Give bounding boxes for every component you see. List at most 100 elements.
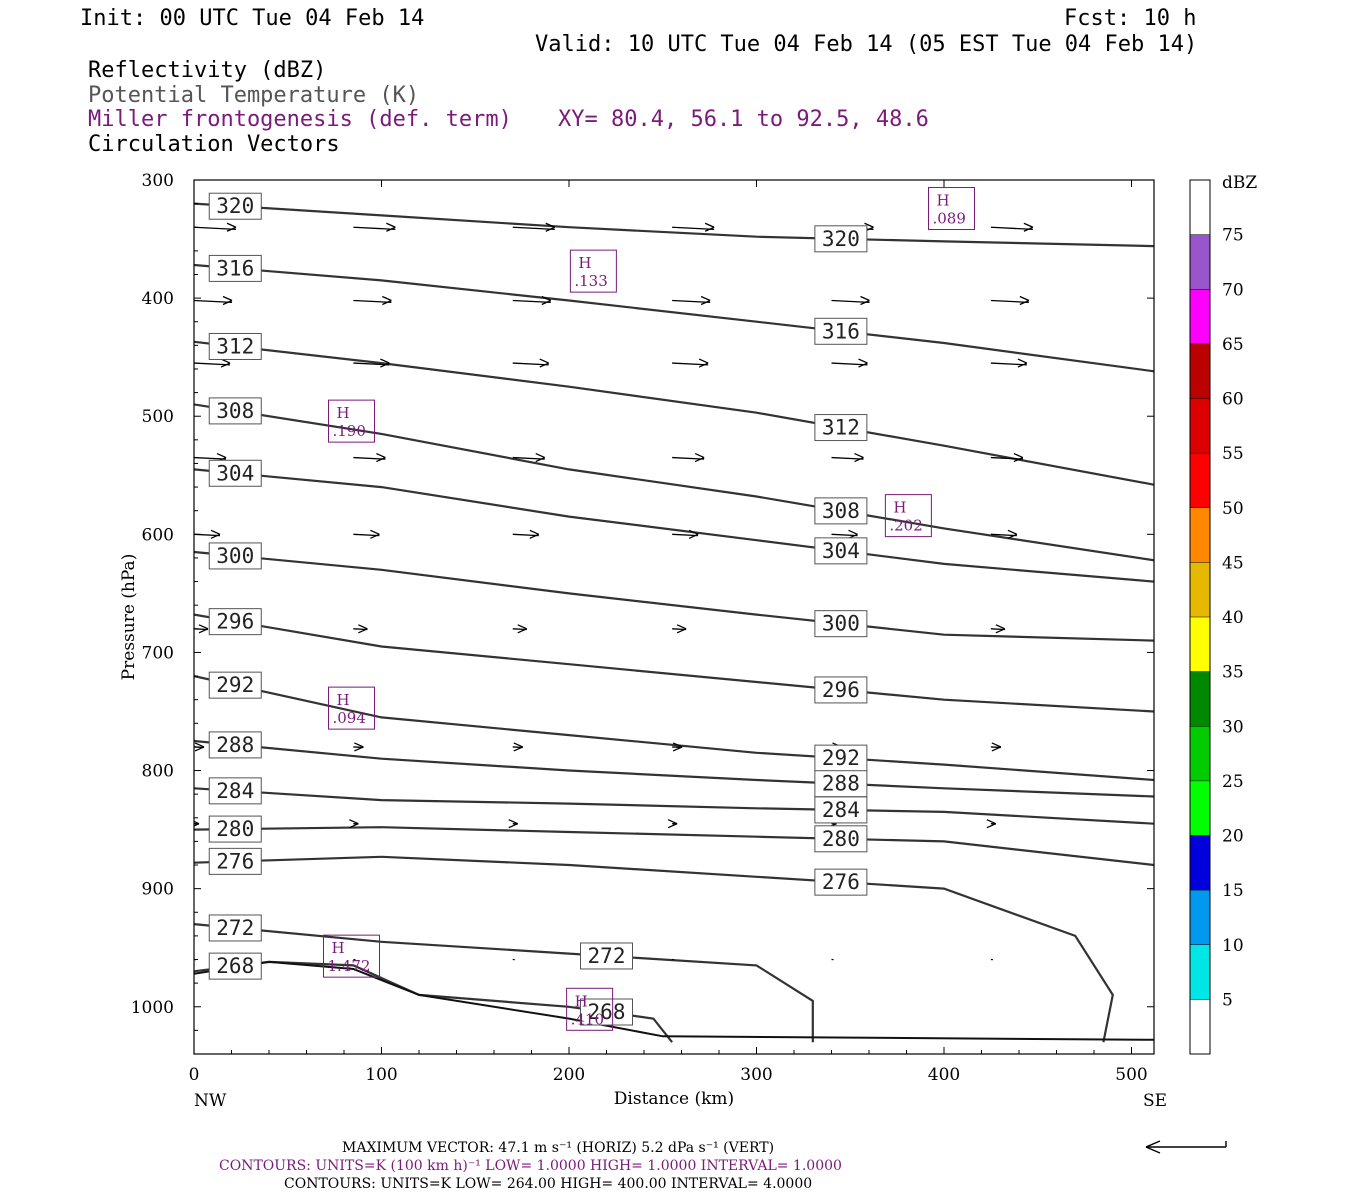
vector-head <box>541 295 552 306</box>
theta-label-292: 292 <box>208 671 262 699</box>
circulation-vector <box>990 742 1002 752</box>
colorbar-segment <box>1190 562 1210 617</box>
colorbar-segment <box>1190 180 1210 235</box>
vector-shaft <box>831 299 870 304</box>
circulation-vector <box>512 529 540 539</box>
theta-label-box <box>208 952 262 980</box>
circulation-vector <box>672 222 715 232</box>
colorbar-label: 60 <box>1222 390 1244 410</box>
vector-shaft <box>672 533 699 537</box>
circulation-vector <box>512 742 524 752</box>
theta-label-300: 300 <box>208 542 262 570</box>
fronto-value: .089 <box>933 210 966 228</box>
vector-head <box>672 742 683 752</box>
circulation-vector <box>990 452 1024 463</box>
init-time: Init: 00 UTC Tue 04 Feb 14 <box>80 6 425 31</box>
theta-label-box <box>208 332 262 360</box>
frontogenesis-max: H.094 <box>328 686 375 730</box>
vector-head <box>386 222 396 232</box>
theta-label-box <box>814 676 868 704</box>
vector-shaft <box>672 362 709 366</box>
theta-label-text: 288 <box>216 733 254 757</box>
theta-label-box <box>580 942 633 970</box>
theta-label-280: 280 <box>814 825 868 853</box>
theta-label-308: 308 <box>814 497 868 525</box>
fronto-tag: H <box>937 192 950 210</box>
circulation-vector <box>194 295 233 306</box>
colorbar-segment <box>1190 343 1210 399</box>
theta-label-text: 308 <box>822 499 860 523</box>
theta-label-text: 316 <box>822 319 860 343</box>
theta-label-box <box>208 914 262 942</box>
vector-shaft <box>990 533 1017 537</box>
theta-label-268: 268 <box>208 952 262 980</box>
theta-label-text: 312 <box>216 334 254 358</box>
x-axis-label: Distance (km) <box>614 1089 734 1109</box>
vector-head <box>848 529 858 539</box>
x-tick-label: 300 <box>740 1065 772 1085</box>
colorbar-segment <box>1190 453 1210 508</box>
theta-label-268: 268 <box>580 998 633 1026</box>
forecast-hour: Fcst: 10 h <box>1064 6 1197 31</box>
vector-head <box>1013 452 1024 463</box>
theta-label-272: 272 <box>580 942 633 970</box>
fronto-value: .094 <box>333 709 366 727</box>
colorbar-segment <box>1190 999 1210 1054</box>
theta-label-300: 300 <box>814 610 868 638</box>
colorbar-segment <box>1190 507 1210 563</box>
footer-contours-fronto: CONTOURS: UNITS=K (100 km h)⁻¹ LOW= 1.00… <box>219 1158 842 1174</box>
vector-shaft <box>831 362 868 366</box>
vector-shaft <box>512 362 549 366</box>
fronto-box <box>569 249 617 293</box>
vector-head <box>854 452 864 463</box>
theta-label-text: 292 <box>216 673 254 697</box>
fronto-tag: H <box>337 691 350 709</box>
vector-shaft <box>990 362 1027 366</box>
x-tick-label: 500 <box>1115 1065 1147 1085</box>
vector-head <box>382 295 392 306</box>
colorbar-segment <box>1190 617 1210 672</box>
theta-label-box <box>814 825 868 853</box>
theta-label-text: 308 <box>216 399 254 423</box>
theta-label-box <box>208 815 262 843</box>
theta-label-box <box>208 542 262 570</box>
theta-label-316: 316 <box>814 317 868 345</box>
theta-label-box <box>814 610 868 638</box>
fronto-box <box>928 187 975 231</box>
frontogenesis-max: H.202 <box>884 494 932 538</box>
circulation-vector <box>353 742 364 752</box>
fronto-value: .190 <box>333 422 366 440</box>
vector-head <box>986 819 997 829</box>
theta-label-box <box>814 744 868 772</box>
colorbar-label: 55 <box>1222 444 1244 464</box>
vector-head <box>694 452 705 463</box>
circulation-vector <box>672 295 711 306</box>
terrain-line <box>194 960 1154 1041</box>
colorbar-label: 10 <box>1222 936 1244 956</box>
fronto-tag: H <box>893 499 906 517</box>
colorbar-label: 75 <box>1222 226 1244 246</box>
vector-shaft <box>353 456 386 460</box>
circulation-vector <box>831 452 864 463</box>
cross-section-endpoints: XY= 80.4, 56.1 to 92.5, 48.6 <box>558 107 929 132</box>
y-tick-label: 400 <box>142 289 174 309</box>
x-tick-label: 0 <box>189 1065 200 1085</box>
circulation-vector <box>990 222 1034 232</box>
theta-label-320: 320 <box>814 225 868 253</box>
theta-label-box <box>814 868 868 896</box>
theta-label-text: 316 <box>216 256 254 280</box>
vector-head <box>1019 295 1030 306</box>
theta-label-text: 276 <box>216 849 254 873</box>
fronto-box <box>328 399 375 443</box>
fronto-value: .133 <box>574 272 607 290</box>
theta-label-text: 304 <box>216 461 254 485</box>
colorbar-label: 15 <box>1222 881 1244 901</box>
theta-label-box <box>814 796 868 824</box>
theta-label-text: 268 <box>588 1000 626 1024</box>
footer-max-vector: MAXIMUM VECTOR: 47.1 m s⁻¹ (HORIZ) 5.2 d… <box>342 1140 775 1156</box>
x-tick-label: 100 <box>365 1065 397 1085</box>
vector-head <box>667 819 678 829</box>
theta-contour-304 <box>194 468 1154 583</box>
y-tick-label: 600 <box>142 525 174 545</box>
